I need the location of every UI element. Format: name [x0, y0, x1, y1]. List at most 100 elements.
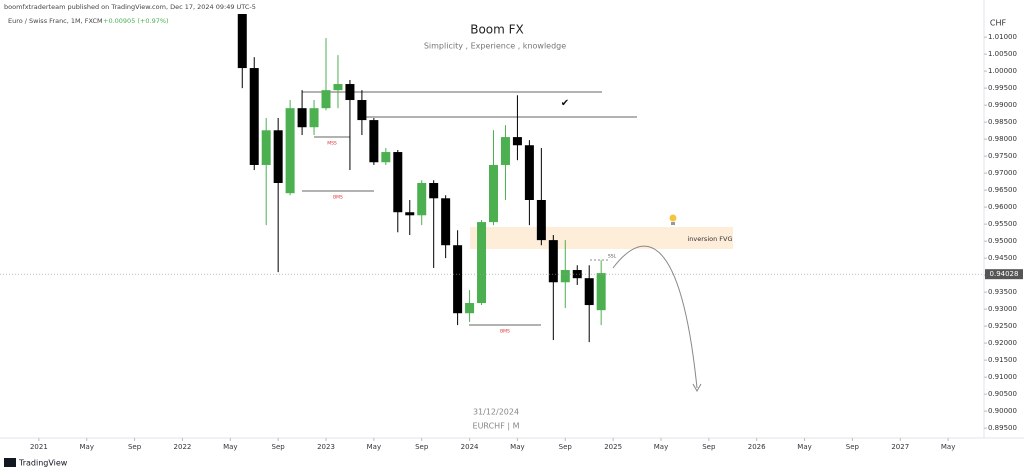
candle-body	[536, 199, 546, 241]
bulb-icon	[669, 214, 677, 222]
watermark-date: 31/12/2024	[473, 408, 519, 417]
candle-body	[572, 270, 582, 279]
candle-body	[596, 273, 606, 311]
y-tick-label: 0.99000	[988, 101, 1017, 109]
y-tick-label: 1.00500	[988, 50, 1017, 58]
ssl-label: SSL	[608, 254, 617, 260]
candle-body	[393, 152, 403, 213]
brand: TradingView	[18, 459, 68, 468]
x-tick-label: 2025	[604, 443, 622, 451]
y-tick-label: 0.90500	[988, 390, 1017, 398]
candle-body	[453, 245, 463, 314]
candle-body	[309, 108, 319, 128]
candles	[237, 14, 606, 343]
fvg-label: inversion FVG	[687, 235, 732, 243]
bulb-base	[671, 222, 675, 225]
y-tick-label: 0.93000	[988, 305, 1017, 313]
candle-body	[500, 137, 510, 165]
x-tick-label: Sep	[846, 443, 860, 451]
y-tick-label: 0.99500	[988, 84, 1017, 92]
candle-body	[261, 130, 271, 165]
x-tick-label: May	[367, 443, 381, 451]
y-tick-label: 1.01000	[988, 33, 1017, 41]
candle-body	[345, 84, 355, 101]
candle-body	[297, 108, 307, 128]
x-tick-label: 2024	[461, 443, 479, 451]
x-tick-label: May	[654, 443, 668, 451]
candle-body	[441, 198, 451, 246]
currency: CHF	[990, 19, 1007, 28]
candle-body	[357, 100, 367, 121]
x-tick-label: May	[223, 443, 237, 451]
y-tick-label: 0.91500	[988, 356, 1017, 364]
candle-body	[285, 108, 295, 194]
candle-body	[417, 182, 427, 216]
y-tick-label: 0.98000	[988, 135, 1017, 143]
last-price-label: 0.94028	[990, 270, 1019, 278]
y-tick-label: 0.91000	[988, 373, 1017, 381]
candle-body	[465, 303, 475, 314]
candle-body	[560, 270, 570, 283]
y-tick-label: 0.94500	[988, 254, 1017, 262]
y-tick-label: 0.95000	[988, 237, 1017, 245]
x-tick-label: 2027	[891, 443, 909, 451]
x-tick-label: 2026	[748, 443, 766, 451]
projection-curve	[612, 245, 698, 389]
candle-body	[512, 137, 522, 146]
candle-body	[321, 90, 331, 109]
symbol: Euro / Swiss Franc, 1M, FXCM	[8, 17, 103, 25]
x-tick-label: 2023	[317, 443, 335, 451]
y-tick-label: 0.97500	[988, 152, 1017, 160]
candle-body	[584, 278, 594, 306]
x-tick-label: May	[941, 443, 955, 451]
bms-label: BMS	[333, 195, 343, 201]
y-tick-label: 0.98500	[988, 118, 1017, 126]
check-mark: ✔	[561, 98, 569, 109]
mss-label: MSS	[327, 141, 337, 147]
y-tick-label: 0.92500	[988, 322, 1017, 330]
logo	[4, 458, 16, 467]
candle-body	[477, 222, 487, 304]
candle-body	[237, 14, 247, 69]
candle-body	[405, 212, 415, 216]
y-tick-label: 0.92000	[988, 339, 1017, 347]
header: boomfxtraderteam published on TradingVie…	[4, 3, 256, 11]
x-tick-label: May	[80, 443, 94, 451]
x-tick-label: Sep	[128, 443, 142, 451]
candle-body	[369, 120, 379, 163]
x-tick-label: May	[797, 443, 811, 451]
candle-body	[429, 182, 439, 199]
drawings	[302, 91, 733, 393]
y-tick-label: 0.93500	[988, 288, 1017, 296]
y-tick-label: 1.00000	[988, 67, 1017, 75]
y-tick-label: 0.95500	[988, 220, 1017, 228]
x-tick-label: 2022	[174, 443, 192, 451]
y-tick-label: 0.97000	[988, 169, 1017, 177]
fvg-zone	[470, 227, 733, 249]
candle-body	[333, 84, 343, 91]
y-tick-label: 0.89500	[988, 424, 1017, 432]
candle-body	[548, 240, 558, 283]
candle-body	[524, 145, 534, 200]
candle-body	[273, 130, 283, 183]
title: Boom FX	[470, 23, 524, 37]
candle-body	[489, 164, 498, 223]
candle-body	[381, 152, 391, 163]
x-tick-label: Sep	[415, 443, 429, 451]
last-price-box	[985, 269, 1023, 280]
candle-body	[249, 68, 259, 165]
subtitle: Simplicity , Experience , knowledge	[424, 42, 566, 51]
y-tick-label: 0.96000	[988, 203, 1017, 211]
bms-label: BMS	[500, 329, 510, 335]
y-tick-label: 0.96500	[988, 186, 1017, 194]
x-tick-label: 2021	[30, 443, 48, 451]
x-tick-label: Sep	[559, 443, 573, 451]
change: +0.00905 (+0.97%)	[103, 17, 169, 25]
x-tick-label: May	[510, 443, 524, 451]
arrow-head	[692, 383, 702, 393]
watermark-symbol: EURCHF | M	[473, 422, 520, 431]
x-tick-label: Sep	[272, 443, 286, 451]
x-tick-label: Sep	[702, 443, 716, 451]
y-tick-label: 0.90000	[988, 407, 1017, 415]
